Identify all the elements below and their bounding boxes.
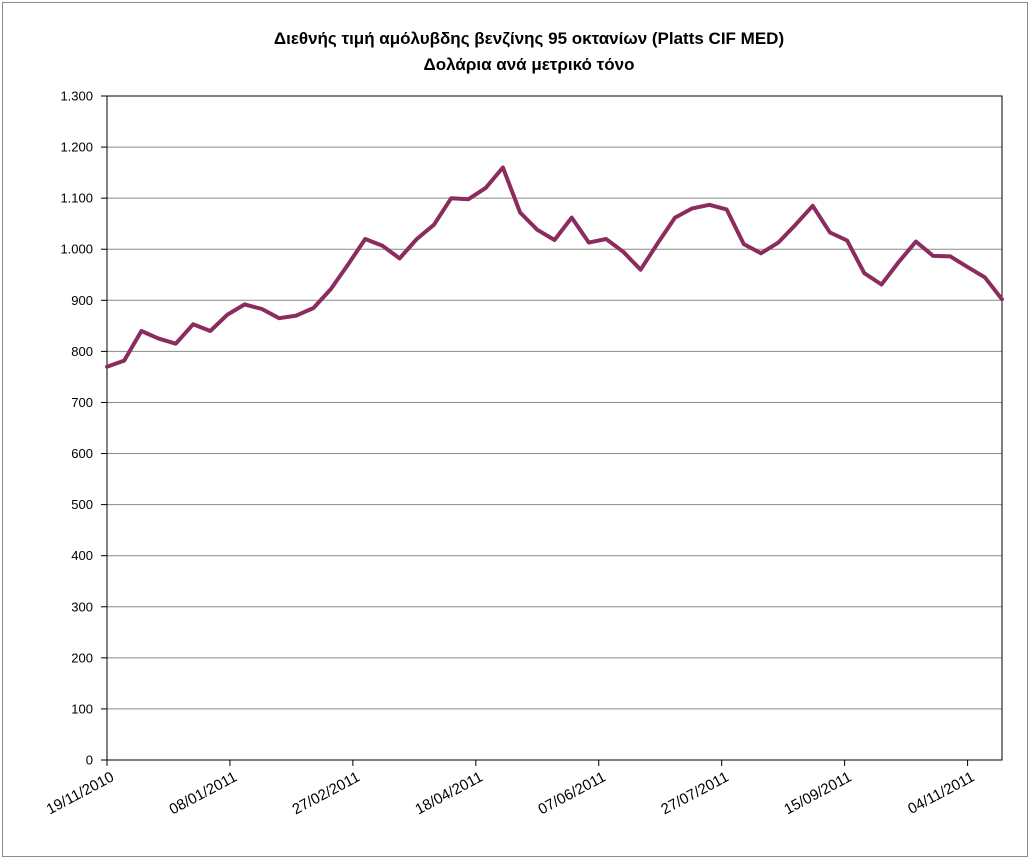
axis-layer <box>101 95 1003 766</box>
plot-area-border <box>106 95 1003 761</box>
y-tick-label: 400 <box>71 548 93 563</box>
y-tick-label: 1.200 <box>60 140 93 155</box>
y-tick-label: 500 <box>71 497 93 512</box>
y-tick-label: 1.000 <box>60 242 93 257</box>
y-tick-label: 200 <box>71 650 93 665</box>
y-tick-label: 600 <box>71 446 93 461</box>
x-tick-label: 15/09/2011 <box>781 769 854 819</box>
chart-subtitle: Δολάρια ανά μετρικό τόνο <box>424 55 635 74</box>
x-tick-label: 18/04/2011 <box>412 769 485 819</box>
x-tick-label: 07/06/2011 <box>535 769 608 819</box>
y-tick-label: 1.300 <box>60 89 93 104</box>
y-tick-label: 0 <box>86 753 93 768</box>
x-tick-label: 08/01/2011 <box>167 769 240 819</box>
y-tick-label: 100 <box>71 701 93 716</box>
y-tick-label: 700 <box>71 395 93 410</box>
x-tick-label: 27/02/2011 <box>289 769 362 819</box>
series-line <box>105 165 1004 369</box>
grid-layer <box>107 95 1002 761</box>
y-tick-label: 900 <box>71 293 93 308</box>
y-tick-label: 800 <box>71 344 93 359</box>
y-tick-label: 300 <box>71 599 93 614</box>
x-tick-label: 04/11/2011 <box>905 769 977 818</box>
x-tick-label: 19/11/2010 <box>44 769 117 819</box>
chart-title: Διεθνής τιμή αμόλυβδης βενζίνης 95 οκταν… <box>274 29 784 48</box>
x-tick-label: 27/07/2011 <box>658 769 731 819</box>
y-tick-label: 1.100 <box>60 191 93 206</box>
series-layer <box>105 165 1004 369</box>
